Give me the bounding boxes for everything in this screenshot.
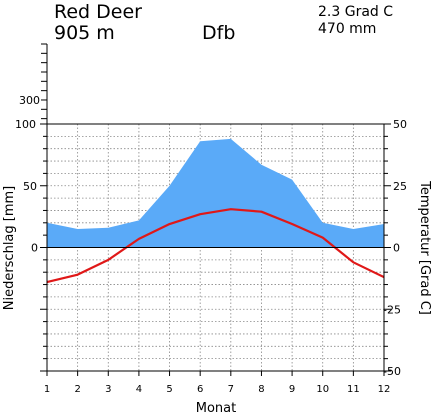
left-tick-label-300: 300 — [19, 94, 40, 107]
station-altitude: 905 m — [54, 22, 115, 44]
x-axis-label: Monat — [196, 401, 236, 415]
x-tick-label: 5 — [166, 384, 172, 395]
y-axis-label-left: Niederschlag [mm] — [2, 186, 17, 311]
x-tick-label: 8 — [258, 384, 264, 395]
station-name: Red Deer — [54, 1, 142, 23]
right-tick-label-50: 50 — [393, 118, 407, 131]
x-tick-label: 1 — [44, 384, 50, 395]
x-tick-label: 7 — [228, 384, 234, 395]
x-tick-label: 2 — [74, 384, 80, 395]
right-tick-label-minus-25: -25 — [383, 303, 401, 316]
left-tick-label-100: 100 — [15, 118, 36, 131]
y-axis-label-right: Temperatur [Grad C] — [417, 180, 432, 315]
x-tick-label: 6 — [197, 384, 203, 395]
left-tick-label-50: 50 — [23, 180, 37, 193]
climate-classification: Dfb — [202, 22, 236, 44]
right-tick-label-0: 0 — [393, 242, 400, 255]
x-tick-label: 12 — [378, 384, 391, 395]
right-tick-label-minus-50: -50 — [383, 365, 401, 378]
x-tick-label: 11 — [347, 384, 360, 395]
right-tick-label-25: 25 — [393, 180, 407, 193]
left-tick-label-0: 0 — [31, 242, 38, 255]
x-tick-label: 10 — [316, 384, 329, 395]
x-tick-label: 3 — [105, 384, 111, 395]
ticks — [40, 43, 391, 376]
temperature-line — [46, 208, 385, 284]
mean-temperature: 2.3 Grad C — [318, 4, 394, 20]
precipitation-area — [47, 138, 384, 248]
annual-precipitation: 470 mm — [318, 21, 377, 37]
x-tick-label: 9 — [289, 384, 295, 395]
x-tick-label: 4 — [136, 384, 142, 395]
